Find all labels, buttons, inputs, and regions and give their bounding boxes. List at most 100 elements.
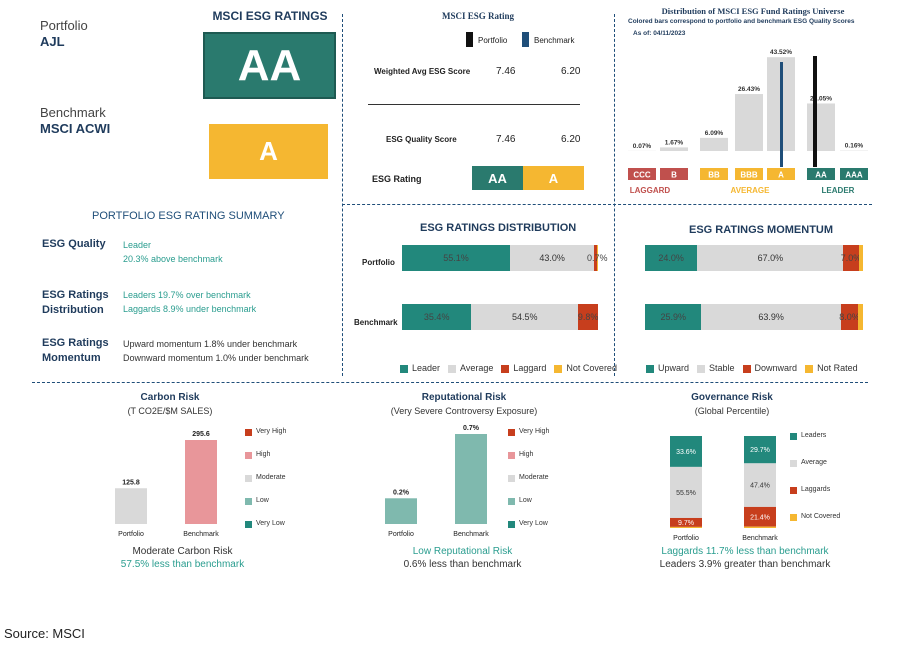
universe-bar-b (660, 147, 688, 151)
bar-value-label: 0.7% (463, 425, 480, 432)
bar-segment-leader: 35.4% (402, 304, 472, 330)
momentum-legend: Upward Stable Downward Not Rated (646, 358, 866, 376)
divider (342, 204, 872, 205)
bar-category-label: Benchmark (183, 531, 219, 538)
legend-swatch (805, 364, 814, 373)
summary-title: PORTFOLIO ESG RATING SUMMARY (92, 210, 285, 222)
bar-value-label: 295.6 (192, 431, 210, 438)
legend-label: Average (460, 363, 494, 373)
gov-segment-label: 29.7% (750, 447, 770, 454)
legend-swatch (554, 364, 563, 373)
esg-rating-row-label: ESG Rating (372, 174, 422, 184)
legend-swatch (790, 460, 797, 467)
distribution-bar-benchmark: 35.4% 54.5% 9.8% (402, 304, 598, 330)
universe-value-label: 0.16% (845, 143, 864, 150)
gov-segment-laggards (744, 506, 776, 527)
universe-bar-aa (807, 103, 835, 151)
governance-legend: Leaders Average Laggards Not Covered (790, 432, 840, 540)
gov-category-label: Portfolio (673, 535, 699, 542)
universe-category-label: B (671, 171, 677, 180)
distribution-bar-portfolio: 55.1% 43.0% 0.7% (402, 245, 608, 271)
distribution-legend: Leader Average Laggard Not Covered (400, 358, 625, 376)
legend-swatch (508, 521, 515, 528)
legend-item-not-rated: Not Rated (805, 363, 858, 373)
bar-segment-leader: 55.1% (402, 245, 510, 271)
universe-category-label: AAA (845, 171, 863, 180)
esg-rating-title: MSCI ESG Rating (442, 11, 515, 21)
reputational-footer2: 0.6% less than benchmark (403, 559, 522, 570)
legend-swatch (742, 364, 751, 373)
legend-label: Leaders (801, 432, 827, 439)
universe-rating-chip-a (767, 168, 795, 180)
legend-swatch (508, 475, 515, 482)
legend-item-low: Low (508, 497, 549, 520)
legend-item-low: Low (245, 497, 286, 520)
bar-segment-not-covered: 0.7% (587, 245, 608, 271)
bar-segment-average: 43.0% (509, 245, 595, 271)
bar-segment-stable: 63.9% (701, 304, 841, 330)
legend-item-laggard: Laggard (501, 363, 546, 373)
bar-segment-average: 54.5% (471, 304, 579, 330)
reputational-title: Reputational Risk (421, 392, 507, 403)
portfolio-marker (466, 32, 473, 47)
ratings-title: MSCI ESG RATINGS (212, 9, 328, 23)
bar-segment-upward: 25.9% (645, 304, 702, 330)
universe-rating-chip-ccc (628, 168, 656, 180)
legend-item-laggards: Laggards (790, 486, 840, 513)
momentum-title: ESG RATINGS MOMENTUM (689, 224, 834, 236)
bar-benchmark (455, 434, 487, 524)
legend-swatch (245, 452, 252, 459)
universe-rating-chip-bbb (735, 168, 763, 180)
summary-quality-line1: Leader (123, 240, 152, 250)
reputational-footer1: Low Reputational Risk (412, 546, 513, 557)
universe-rating-chip-aaa (840, 168, 868, 180)
bar-segment-downward: 7.0% (841, 245, 861, 271)
esg-rating-benchmark-badge: A (523, 166, 584, 190)
gov-segment-label: 55.5% (676, 490, 696, 497)
gov-segment-average (670, 466, 702, 518)
bar-segment-not-rated (858, 304, 863, 330)
quality-score-benchmark: 6.20 (561, 134, 581, 145)
legend-swatch (790, 433, 797, 440)
universe-rating-chip-b (660, 168, 688, 180)
carbon-subtitle: (T CO2E/$M SALES) (127, 406, 213, 416)
portfolio-name: AJL (40, 34, 65, 49)
momentum-bar-portfolio: 24.0% 67.0% 7.0% (645, 245, 863, 271)
legend-swatch (448, 364, 457, 373)
gov-segment-laggards (670, 517, 702, 527)
universe-bar-bbb (735, 94, 763, 151)
legend-label: Downward (754, 363, 798, 373)
governance-title: Governance Risk (691, 392, 773, 403)
legend-label: High (256, 451, 271, 458)
benchmark-name: MSCI ACWI (40, 121, 111, 136)
legend-label: Leader (412, 363, 441, 373)
legend-item-upward: Upward (646, 363, 689, 373)
quality-score-label: ESG Quality Score (386, 135, 457, 144)
weighted-avg-label: Weighted Avg ESG Score (374, 67, 471, 76)
universe-category-label: CCC (633, 171, 651, 180)
gov-segment-label: 21.4% (750, 514, 770, 521)
esg-rating-portfolio-badge: AA (472, 166, 523, 190)
legend-swatch (508, 429, 515, 436)
legend-item-very-high: Very High (245, 428, 286, 451)
legend-swatch (790, 514, 797, 521)
legend-item-average: Average (448, 363, 493, 373)
legend-label: Very Low (256, 520, 285, 527)
legend-swatch (790, 487, 797, 494)
legend-swatch (508, 498, 515, 505)
legend-swatch (646, 364, 654, 373)
legend-item-moderate: Moderate (508, 474, 549, 497)
universe-portfolio-marker (813, 56, 817, 167)
bar-category-label: Portfolio (118, 531, 144, 538)
distribution-title: ESG RATINGS DISTRIBUTION (420, 222, 577, 234)
summary-quality-line2: 20.3% above benchmark (123, 254, 223, 264)
governance-footer2: Leaders 3.9% greater than benchmark (659, 559, 831, 570)
legend-label: Low (256, 497, 269, 504)
legend-item-stable: Stable (697, 363, 735, 373)
legend-label: Laggards (801, 486, 831, 493)
benchmark-rating-badge: A (209, 124, 328, 179)
gov-segment-not-covered (670, 526, 702, 528)
universe-benchmark-marker (780, 62, 783, 167)
summary-momentum-label: ESG Ratings Momentum (42, 337, 109, 364)
legend-item-high: High (508, 451, 549, 474)
